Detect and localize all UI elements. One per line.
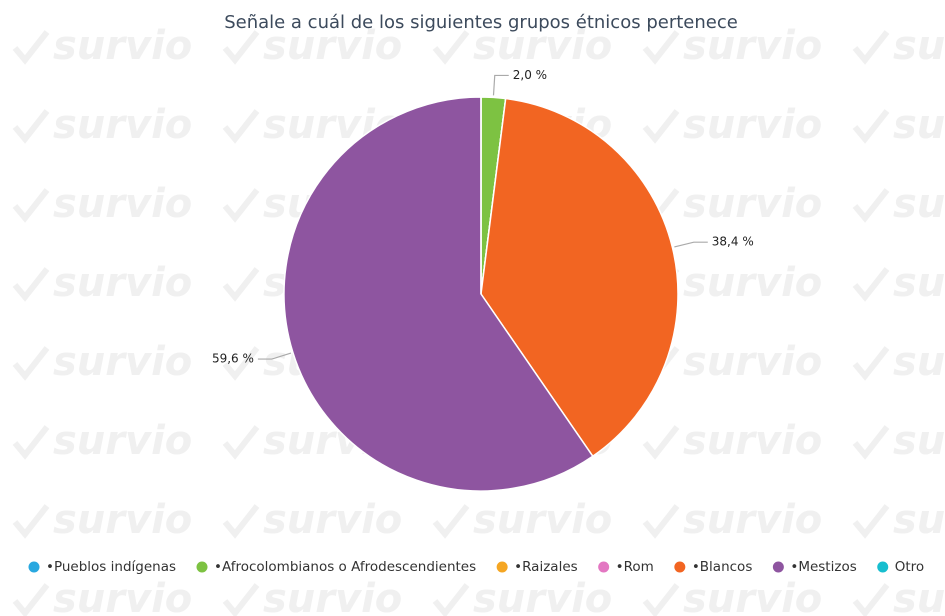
watermark: survio [263, 23, 402, 69]
watermark: survio [893, 260, 945, 306]
watermark-check [222, 188, 260, 223]
watermark: survio [683, 102, 822, 148]
watermark: survio [893, 102, 945, 148]
watermark: survio [473, 576, 612, 616]
watermark-check [222, 30, 260, 65]
legend-marker [598, 561, 610, 573]
watermark-check [12, 583, 50, 616]
watermark: survio [53, 339, 192, 385]
watermark: survio [53, 576, 192, 616]
pie-slice [283, 96, 594, 492]
watermark: survio [53, 23, 192, 69]
leader-line [492, 74, 509, 96]
watermark: survio [893, 339, 945, 385]
watermark-check [852, 109, 890, 144]
leader-line [674, 241, 708, 248]
watermark: survio [473, 497, 612, 543]
watermark: survio [263, 576, 402, 616]
watermark: survio [53, 497, 192, 543]
legend-label: •Afrocolombianos o Afrodescendientes [214, 559, 476, 575]
watermark: survio [53, 102, 192, 148]
watermark-check [642, 109, 680, 144]
watermark-check [852, 425, 890, 460]
legend-label: •Blancos [692, 559, 753, 575]
watermark: survio [683, 418, 822, 464]
legend-marker [877, 561, 889, 573]
watermark: survio [683, 339, 822, 385]
watermark: survio [893, 181, 945, 227]
watermark-check [432, 583, 470, 616]
watermark: survio [683, 181, 822, 227]
watermark: survio [683, 260, 822, 306]
watermark-check [222, 109, 260, 144]
leader-line [257, 352, 292, 360]
data-label: 2,0 % [513, 68, 547, 82]
legend-marker [772, 561, 784, 573]
watermark: survio [893, 497, 945, 543]
watermark: survio [893, 576, 945, 616]
legend-label: Otro [895, 559, 924, 575]
watermark-check [852, 583, 890, 616]
watermark-check [852, 346, 890, 381]
watermark-check [12, 346, 50, 381]
legend-label: •Rom [616, 559, 654, 575]
watermark-check [12, 267, 50, 302]
watermark-check [852, 30, 890, 65]
legend-label: •Mestizos [790, 559, 856, 575]
watermark: survio [683, 576, 822, 616]
watermark-check [642, 583, 680, 616]
watermark-check [852, 188, 890, 223]
watermark: survio [53, 260, 192, 306]
watermark-check [642, 425, 680, 460]
data-label: 38,4 % [712, 235, 754, 249]
watermark-check [642, 504, 680, 539]
watermark-check [12, 109, 50, 144]
watermark-check [432, 30, 470, 65]
pie-slice [480, 97, 679, 458]
watermark: survio [893, 23, 945, 69]
watermark-check [12, 30, 50, 65]
watermark: survio [683, 23, 822, 69]
watermark: survio [53, 181, 192, 227]
legend-marker [496, 561, 508, 573]
watermark: survio [263, 497, 402, 543]
legend-marker [28, 561, 40, 573]
legend-marker [674, 561, 686, 573]
legend-label: •Pueblos indígenas [46, 559, 176, 575]
watermark-check [12, 188, 50, 223]
legend-label: •Raizales [514, 559, 578, 575]
watermark-check [432, 504, 470, 539]
watermark-check [222, 504, 260, 539]
watermark-check [12, 425, 50, 460]
chart-title: Señale a cuál de los siguientes grupos é… [224, 12, 738, 33]
watermark-check [222, 346, 260, 381]
watermark-check [222, 267, 260, 302]
watermark-check [222, 425, 260, 460]
watermark-check [12, 504, 50, 539]
watermark: survio [893, 418, 945, 464]
watermark: survio [473, 23, 612, 69]
watermark: survio [53, 418, 192, 464]
legend-marker [196, 561, 208, 573]
watermark: survio [683, 497, 822, 543]
watermarks: survio survio survio survio survio survio surv… [12, 23, 945, 616]
watermark-check [642, 30, 680, 65]
data-label: 59,6 % [212, 352, 254, 366]
watermark-check [222, 583, 260, 616]
watermark-check [852, 267, 890, 302]
watermark-check [852, 504, 890, 539]
